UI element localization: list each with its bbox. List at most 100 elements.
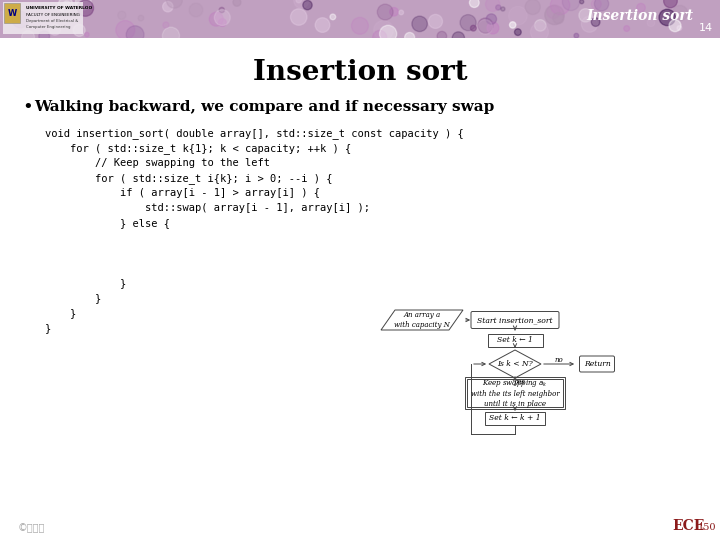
Bar [485, 411, 545, 424]
Circle shape [303, 1, 312, 10]
Circle shape [486, 14, 497, 24]
Circle shape [12, 11, 29, 28]
Text: }: } [45, 308, 76, 318]
Text: •: • [22, 98, 32, 116]
Bar [487, 334, 542, 347]
Circle shape [591, 18, 600, 26]
Text: Department of Electrical &: Department of Electrical & [26, 19, 78, 23]
Circle shape [118, 11, 126, 19]
Circle shape [373, 30, 387, 44]
Circle shape [50, 24, 60, 35]
Text: FACULTY OF ENGINEERING: FACULTY OF ENGINEERING [26, 13, 80, 17]
Circle shape [579, 9, 593, 22]
Circle shape [470, 25, 476, 31]
Text: void insertion_sort( double array[], std::size_t const capacity ) {: void insertion_sort( double array[], std… [45, 128, 464, 139]
Text: Start insertion_sort: Start insertion_sort [477, 316, 553, 324]
Circle shape [294, 0, 309, 8]
Circle shape [525, 0, 540, 15]
Circle shape [478, 18, 493, 33]
Text: An array a
with capacity N: An array a with capacity N [394, 312, 450, 329]
Bar [0, 0, 720, 38]
Circle shape [595, 0, 608, 11]
Circle shape [377, 4, 393, 20]
Circle shape [677, 26, 682, 30]
Bar [467, 379, 563, 407]
Circle shape [85, 32, 89, 37]
Bar [3, 2, 83, 34]
Text: yes: yes [513, 378, 525, 386]
Bar [465, 377, 565, 409]
Circle shape [547, 5, 560, 18]
Text: std::swap( array[i - 1], array[i] );: std::swap( array[i - 1], array[i] ); [45, 203, 370, 213]
Bar [4, 3, 20, 23]
FancyBboxPatch shape [580, 356, 614, 372]
Circle shape [330, 14, 336, 20]
Circle shape [210, 12, 223, 26]
Circle shape [22, 31, 35, 44]
Circle shape [469, 0, 479, 8]
Circle shape [508, 6, 527, 25]
Circle shape [351, 17, 369, 34]
Circle shape [315, 18, 330, 32]
Text: Computer Engineering: Computer Engineering [26, 25, 71, 29]
Circle shape [218, 19, 226, 26]
Circle shape [664, 0, 678, 8]
Circle shape [669, 19, 681, 32]
Text: Insertion sort: Insertion sort [253, 58, 467, 85]
Circle shape [580, 0, 584, 4]
Circle shape [296, 0, 302, 3]
Circle shape [501, 7, 505, 11]
Circle shape [0, 10, 11, 22]
Circle shape [582, 16, 598, 32]
Circle shape [77, 0, 94, 16]
Circle shape [672, 5, 688, 21]
Text: 150: 150 [698, 523, 716, 532]
Circle shape [515, 29, 521, 36]
Circle shape [163, 27, 179, 44]
Text: ©ⓓⓒⓢ: ©ⓓⓒⓢ [18, 523, 45, 533]
Circle shape [495, 5, 501, 10]
Text: Keep swapping $a_k$
with the its left neighbor
until it is in place: Keep swapping $a_k$ with the its left ne… [471, 379, 559, 408]
Circle shape [399, 10, 403, 15]
Circle shape [452, 32, 464, 44]
Circle shape [76, 0, 91, 10]
Circle shape [460, 15, 476, 31]
Text: if ( array[i - 1] > array[i] ) {: if ( array[i - 1] > array[i] ) { [45, 188, 320, 198]
Circle shape [233, 0, 241, 6]
Circle shape [545, 5, 564, 25]
Circle shape [487, 22, 499, 34]
Circle shape [163, 2, 173, 12]
FancyBboxPatch shape [471, 312, 559, 328]
Circle shape [534, 19, 546, 31]
Text: Walking backward, we compare and if necessary swap: Walking backward, we compare and if nece… [34, 100, 494, 114]
Text: no: no [554, 356, 563, 364]
Circle shape [138, 15, 144, 21]
Circle shape [531, 23, 549, 41]
Circle shape [428, 15, 443, 29]
Circle shape [574, 33, 579, 38]
Circle shape [65, 5, 76, 17]
Circle shape [215, 10, 230, 25]
Circle shape [291, 9, 307, 25]
Text: Insertion sort: Insertion sort [587, 9, 693, 23]
Text: Is k < N?: Is k < N? [497, 360, 533, 368]
Text: 14: 14 [699, 23, 713, 33]
Circle shape [39, 31, 50, 42]
Text: Return: Return [584, 360, 611, 368]
Text: Set k ← k + 1: Set k ← k + 1 [489, 414, 541, 422]
Circle shape [412, 16, 428, 31]
Polygon shape [381, 310, 463, 330]
Circle shape [58, 0, 73, 12]
Circle shape [562, 0, 580, 11]
Circle shape [553, 12, 564, 24]
Circle shape [550, 0, 570, 15]
Circle shape [624, 25, 629, 31]
Circle shape [219, 8, 225, 13]
Text: }: } [45, 278, 126, 288]
Text: ECE: ECE [672, 519, 704, 533]
Circle shape [477, 20, 492, 35]
Circle shape [374, 21, 393, 40]
Circle shape [485, 0, 500, 11]
Circle shape [116, 21, 135, 39]
Circle shape [405, 32, 415, 43]
